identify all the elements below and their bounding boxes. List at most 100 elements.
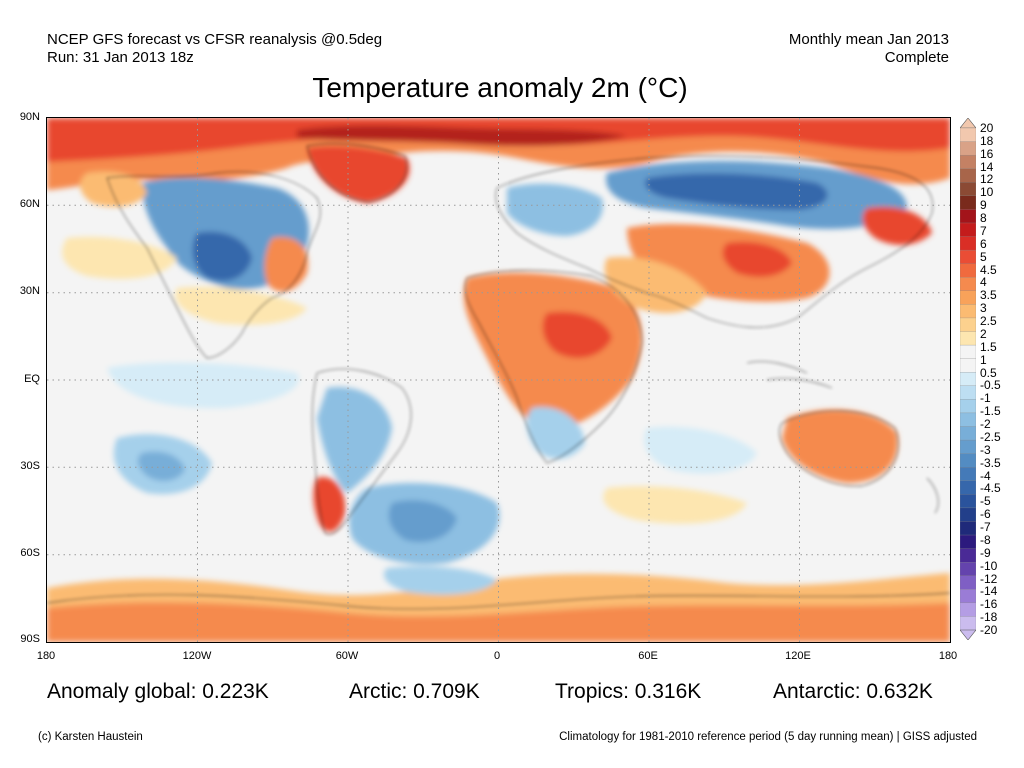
coast-eurasia [495, 155, 934, 328]
colorbar-swatch [960, 141, 976, 156]
south-pacific-core [137, 451, 185, 482]
colorbar-label: -2.5 [980, 429, 1001, 444]
alaska-warm [80, 171, 147, 207]
colorbar-label: -16 [980, 597, 998, 612]
colorbar-label: -7 [980, 520, 991, 535]
colorbar-label: -14 [980, 584, 998, 599]
colorbar-label: -0.5 [980, 378, 1001, 393]
colorbar-label: -1.5 [980, 404, 1001, 419]
lon-label-0: 0 [493, 650, 501, 662]
header-period: Monthly mean Jan 2013 [788, 31, 949, 48]
colorbar-label: -18 [980, 610, 998, 625]
colorbar-swatch [960, 182, 976, 197]
antarctic-light-cold-patch [383, 566, 497, 595]
lon-label-60e: 60E [638, 650, 658, 662]
colorbar-label: -8 [980, 532, 991, 547]
colorbar-label: -3 [980, 442, 991, 457]
colorbar-swatch [960, 195, 976, 211]
colorbar-swatch [960, 127, 976, 143]
lat-label-90s: 90S [20, 633, 40, 645]
colorbar-label: -5 [980, 494, 991, 509]
lat-label-60s: 60S [20, 547, 40, 559]
colorbar-label: 2.5 [980, 314, 997, 329]
colorbar-swatch [960, 263, 976, 278]
colorbar-swatch [960, 602, 976, 618]
colorbar [960, 118, 976, 640]
colorbar-label: 3 [980, 301, 987, 316]
colorbar-label: 1.5 [980, 339, 997, 354]
header-model-info: NCEP GFS forecast vs CFSR reanalysis @0.… [47, 31, 383, 48]
header-status: Complete [884, 49, 949, 66]
coastlines [47, 143, 950, 610]
colorbar-swatch [960, 453, 976, 468]
colorbar-top-arrow [960, 118, 976, 129]
stat-antarctic: Antarctic: 0.632K [773, 680, 933, 703]
colorbar-swatch [960, 575, 976, 590]
stat-global: Anomaly global: 0.223K [47, 680, 269, 703]
anomaly-map [46, 117, 951, 643]
colorbar-label: 3.5 [980, 288, 997, 303]
greenland-warm [307, 146, 410, 203]
colorbar-label: -12 [980, 571, 998, 586]
asia-hot [722, 241, 792, 277]
colorbar-swatch [960, 589, 976, 604]
colorbar-swatch [960, 534, 976, 550]
colorbar-label: 4.5 [980, 262, 997, 277]
colorbar-swatch [960, 222, 976, 238]
colorbar-swatch [960, 548, 976, 563]
lon-label-60w: 60W [335, 650, 359, 662]
lat-label-90n: 90N [19, 111, 40, 123]
colorbar-label: -10 [980, 558, 998, 573]
colorbar-swatch [960, 494, 976, 509]
colorbar-label: 18 [980, 133, 994, 148]
colorbar-label: 14 [980, 159, 994, 174]
map-title: Temperature anomaly 2m (°C) [312, 72, 688, 103]
colorbar-label: -9 [980, 545, 991, 560]
coast-new-zealand [926, 477, 939, 514]
australia-warm [782, 409, 898, 483]
colorbar-bottom-arrow [960, 629, 976, 640]
colorbar-label: 4 [980, 275, 987, 290]
far-east-warm [862, 206, 932, 245]
lon-label-180w: 180 [36, 650, 56, 662]
colorbar-swatch [960, 467, 976, 482]
colorbar-swatch [960, 480, 976, 495]
footer-copyright: (c) Karsten Haustein [38, 731, 143, 743]
south-atlantic-core [388, 500, 457, 542]
lon-label-120e: 120E [785, 650, 811, 662]
colorbar-label: 9 [980, 198, 987, 213]
coast-australia [778, 410, 899, 487]
colorbar-label: 0.5 [980, 365, 997, 380]
coast-africa [464, 269, 643, 464]
colorbar-swatch [960, 616, 976, 631]
colorbar-swatch [960, 358, 976, 373]
footer-climatology-note: Climatology for 1981-2010 reference peri… [559, 731, 977, 743]
colorbar-swatch [960, 344, 976, 360]
coast-indonesia [746, 361, 833, 389]
colorbar-swatch [960, 277, 976, 292]
graticule [47, 118, 950, 642]
lon-label-120w: 120W [182, 650, 212, 662]
south-indian-warm [603, 486, 747, 524]
colorbar-swatch [960, 385, 976, 401]
colorbar-label: 8 [980, 211, 987, 226]
southern-africa-cold [526, 407, 585, 459]
coast-south-america [311, 368, 412, 535]
colorbar-swatch [960, 412, 976, 428]
africa-warm [463, 272, 642, 433]
colorbar-label: 7 [980, 223, 987, 238]
arctic-extreme [297, 125, 627, 146]
colorbar-label: 5 [980, 249, 987, 264]
antarctic-strong [47, 602, 950, 642]
stat-arctic: Arctic: 0.709K [349, 680, 480, 703]
indian-ocean-cold [644, 426, 757, 474]
colorbar-swatch [960, 507, 976, 523]
colorbar-swatch [960, 168, 976, 183]
lon-label-180e: 180 [938, 650, 958, 662]
colorbar-swatch [960, 331, 976, 346]
lat-label-eq: EQ [24, 373, 40, 385]
europe-cold [507, 183, 603, 236]
colorbar-label: 20 [980, 121, 994, 135]
colorbar-swatch [960, 209, 976, 224]
north-pacific-warm [62, 236, 177, 279]
